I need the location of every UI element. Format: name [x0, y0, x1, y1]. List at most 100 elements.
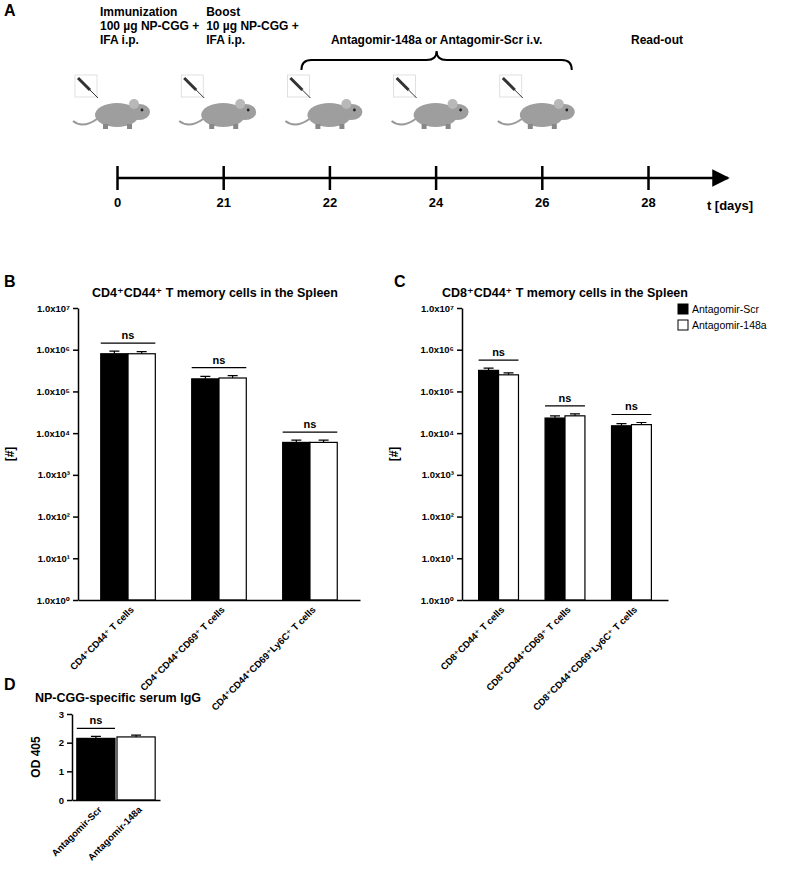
x-tick-mark: [222, 166, 225, 190]
error-bar: [636, 422, 646, 424]
y-tick: 1.0x10¹: [422, 553, 462, 564]
significance-line: [101, 343, 156, 344]
mouse-foot: [127, 124, 132, 129]
error-bar: [109, 351, 119, 354]
bar: [77, 738, 115, 800]
syringe-needle: [409, 90, 417, 98]
y-tick: 1.0x10⁷: [421, 303, 462, 314]
bar: [310, 442, 337, 600]
syringe-icon: [287, 75, 310, 98]
y-tick-mark: [73, 433, 78, 435]
bar: [283, 442, 310, 600]
mouse-ear: [554, 99, 564, 109]
syringe-barrel: [290, 78, 302, 90]
bar-chart: 0123Antagomir-ScrAntagomir-148aOD 405NP-…: [29, 691, 201, 863]
y-tick: 1.0x10³: [422, 469, 462, 480]
mouse-icon: [392, 75, 469, 129]
error-bar: [228, 376, 238, 378]
syringe-icon: [394, 75, 417, 98]
y-tick-mark: [457, 475, 462, 477]
x-tick-label: CD4⁺CD44⁺CD69⁺ T cells: [138, 604, 227, 693]
error-bar: [570, 414, 580, 416]
mouse-ear: [129, 99, 139, 109]
y-tick-label: 1.0x10⁶: [37, 344, 70, 355]
legend-swatch: [678, 320, 688, 330]
x-tick: 24: [429, 166, 444, 210]
error-bar: [504, 373, 514, 375]
mouse-eye: [353, 109, 356, 112]
x-tick-label: CD4⁺CD44⁺CD69⁺Ly6C⁺ T cells: [209, 604, 318, 713]
y-tick-mark: [457, 308, 462, 310]
y-tick-label: 0: [59, 795, 64, 806]
legend: Antagomir-Scr Antagomir-148a: [678, 303, 767, 331]
y-tick-label: 1.0x10⁷: [421, 303, 454, 314]
bar: [631, 425, 651, 600]
bar: [101, 354, 128, 600]
x-axis-line: [73, 800, 161, 802]
bar: [565, 416, 585, 600]
panel-letter: A: [4, 2, 16, 19]
y-tick-mark: [457, 516, 462, 518]
y-axis-line: [72, 715, 74, 801]
mouse-eye: [459, 109, 462, 112]
mouse-eye: [247, 109, 250, 112]
y-tick-mark: [67, 714, 72, 716]
x-tick: CD8⁺CD44⁺ T cells: [438, 600, 506, 672]
y-axis-line: [78, 309, 80, 601]
mouse-ear: [341, 99, 351, 109]
bar: [479, 370, 499, 600]
syringe-needle: [302, 90, 310, 98]
x-tick-mark: [647, 166, 650, 190]
y-tick-label: 1.0x10⁰: [37, 595, 70, 606]
x-tick-label: 0: [114, 195, 121, 210]
x-tick-label: 22: [323, 195, 337, 210]
x-tick: CD4⁺CD44⁺CD69⁺Ly6C⁺ T cells: [209, 600, 318, 713]
bar: [192, 379, 219, 600]
legend-label: Antagomir-Scr: [692, 303, 760, 315]
mouse-icon: [285, 75, 362, 129]
y-tick-mark: [73, 349, 78, 351]
event-label: 100 µg NP-CGG +: [100, 19, 199, 33]
y-tick-label: 1.0x10⁴: [420, 428, 454, 439]
error-bar: [484, 368, 494, 370]
x-tick-label: Antagomir-148a: [85, 803, 144, 862]
x-tick-label: CD4⁺CD44⁺ T cells: [68, 604, 136, 672]
mouse-ear: [448, 99, 458, 109]
mouse-tail: [498, 119, 522, 125]
mouse-foot: [552, 124, 557, 129]
y-tick-label: 1.0x10⁴: [36, 428, 70, 439]
error-bar: [200, 376, 210, 379]
y-tick: 1: [59, 766, 72, 777]
y-tick-mark: [67, 742, 72, 744]
x-tick-label: 28: [641, 195, 655, 210]
y-tick: 2: [59, 737, 72, 748]
x-tick: 28: [641, 166, 655, 210]
y-tick-label: 1.0x10⁵: [36, 386, 70, 397]
y-tick: 1.0x10⁶: [37, 344, 78, 355]
timeline: 02122242628t [days]Immunization100 µg NP…: [73, 5, 753, 213]
mouse-eye: [565, 109, 568, 112]
bar-chart: 1.0x10⁰1.0x10¹1.0x10²1.0x10³1.0x10⁴1.0x1…: [3, 286, 361, 713]
syringe-frame: [394, 75, 416, 97]
x-axis-title: t [days]: [707, 198, 753, 213]
y-tick-mark: [457, 600, 462, 602]
mouse-foot: [422, 124, 427, 129]
y-axis: 1.0x10⁰1.0x10¹1.0x10²1.0x10³1.0x10⁴1.0x1…: [420, 303, 462, 606]
y-tick-mark: [73, 558, 78, 560]
x-tick-mark: [116, 166, 119, 190]
y-tick: 0: [59, 795, 72, 806]
x-tick-label: 24: [429, 195, 444, 210]
y-tick-label: 1.0x10⁵: [420, 386, 454, 397]
bracket: [301, 51, 571, 70]
mouse-foot: [446, 124, 451, 129]
y-tick-mark: [73, 516, 78, 518]
significance-label: ns: [213, 354, 226, 366]
timeline-axis-line: [117, 177, 728, 180]
legend-label: Antagomir-148a: [692, 319, 767, 331]
significance-label: ns: [122, 329, 135, 341]
bar: [545, 418, 565, 600]
error-bar: [291, 440, 301, 442]
bar: [499, 375, 519, 600]
syringe-frame: [500, 75, 522, 97]
panel-letter: C: [394, 273, 406, 290]
